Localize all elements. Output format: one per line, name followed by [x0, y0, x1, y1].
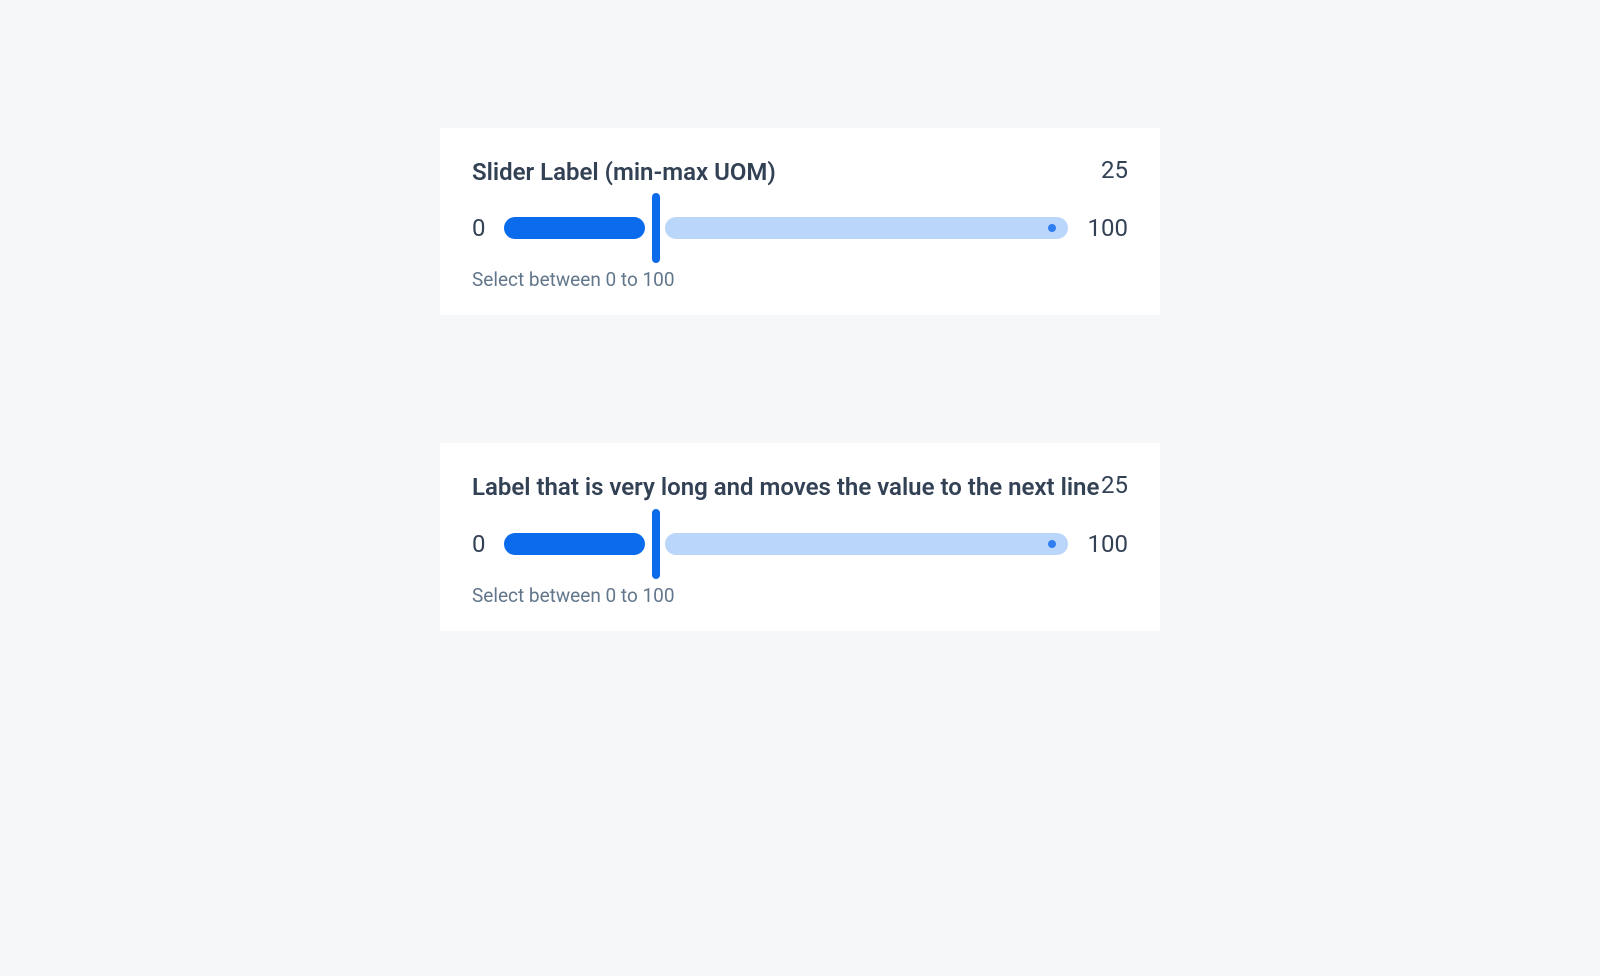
slider-header-row: Label that is very long and moves the va…	[472, 471, 1128, 503]
slider-empty-segment	[665, 533, 1068, 555]
slider-empty-segment	[665, 217, 1068, 239]
slider-max-label: 100	[1084, 530, 1128, 558]
slider-current-value: 25	[1101, 156, 1128, 184]
slider-track-row: 0 100	[472, 522, 1128, 566]
slider-end-dot-icon	[1048, 540, 1056, 548]
slider-min-label: 0	[472, 214, 488, 242]
slider-card: Label that is very long and moves the va…	[440, 443, 1160, 630]
slider-track[interactable]	[504, 522, 1068, 566]
slider-current-value: 25	[1101, 471, 1128, 499]
slider-end-dot-icon	[1048, 224, 1056, 232]
slider-track[interactable]	[504, 206, 1068, 250]
slider-helper-text: Select between 0 to 100	[472, 584, 1128, 607]
slider-fill-segment	[504, 533, 645, 555]
slider-fill-segment	[504, 217, 645, 239]
slider-label: Label that is very long and moves the va…	[472, 471, 1099, 503]
slider-thumb[interactable]	[652, 509, 660, 579]
slider-card: Slider Label (min-max UOM) 25 0 100 Sele…	[440, 128, 1160, 315]
slider-helper-text: Select between 0 to 100	[472, 268, 1128, 291]
slider-min-label: 0	[472, 530, 488, 558]
slider-header-row: Slider Label (min-max UOM) 25	[472, 156, 1128, 188]
slider-label: Slider Label (min-max UOM)	[472, 156, 776, 188]
slider-max-label: 100	[1084, 214, 1128, 242]
slider-track-row: 0 100	[472, 206, 1128, 250]
slider-thumb[interactable]	[652, 193, 660, 263]
